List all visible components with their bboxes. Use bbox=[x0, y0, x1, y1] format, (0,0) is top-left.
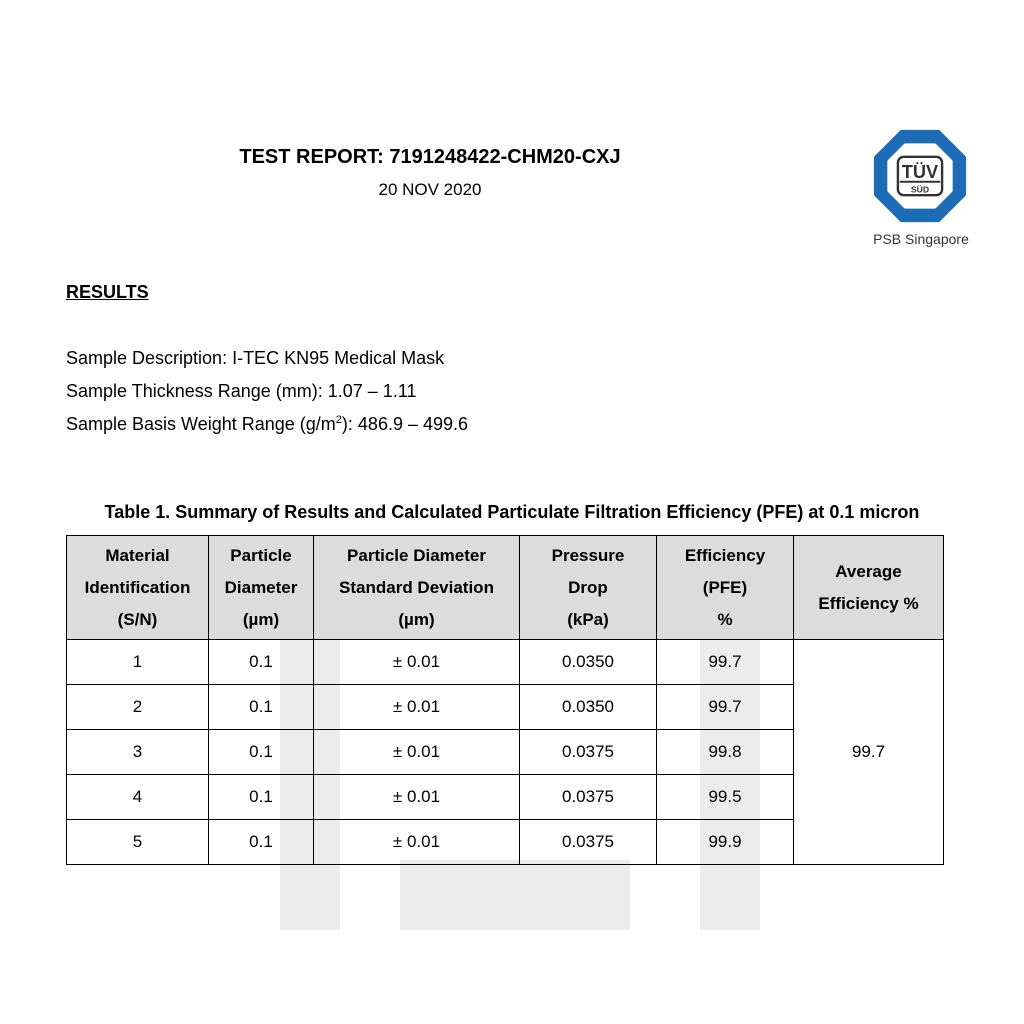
sample-weight: Sample Basis Weight Range (g/m2): 486.9 … bbox=[66, 414, 468, 435]
header-line: (S/N) bbox=[117, 609, 158, 629]
column-header: Average Efficiency % bbox=[793, 535, 944, 640]
table-cell: ± 0.01 bbox=[313, 639, 520, 685]
table-cell: ± 0.01 bbox=[313, 774, 520, 820]
sample-description: Sample Description: I-TEC KN95 Medical M… bbox=[66, 348, 445, 368]
header-line: Efficiency % bbox=[818, 593, 919, 613]
table-cell: 2 bbox=[66, 684, 209, 730]
table-cell: 0.1 bbox=[208, 729, 314, 775]
table-cell: 99.5 bbox=[656, 774, 794, 820]
header-line: Drop bbox=[568, 577, 608, 597]
header-line: Particle bbox=[230, 545, 292, 565]
header-line: (µm) bbox=[242, 609, 280, 629]
column-header: Efficiency (PFE)% bbox=[656, 535, 794, 640]
header-line: Material bbox=[105, 545, 170, 565]
table-cell: 0.1 bbox=[208, 774, 314, 820]
average-efficiency: 99.7 bbox=[793, 639, 944, 865]
table-cell: 0.0375 bbox=[519, 774, 657, 820]
table-cell: 0.1 bbox=[208, 684, 314, 730]
table-cell: ± 0.01 bbox=[313, 819, 520, 865]
table-cell: 4 bbox=[66, 774, 209, 820]
table-cell: 0.0375 bbox=[519, 729, 657, 775]
header-line: Diameter bbox=[224, 577, 298, 597]
table-cell: 99.7 bbox=[656, 684, 794, 730]
table-cell: 99.9 bbox=[656, 819, 794, 865]
results-table: Material Identification (S/N) Particle Diame… bbox=[66, 535, 944, 865]
header-line: Identification bbox=[84, 577, 191, 597]
report-date: 20 NOV 2020 bbox=[378, 180, 482, 199]
table-cell: 0.0350 bbox=[519, 639, 657, 685]
weight-sup: 2 bbox=[335, 414, 342, 426]
header-line: (PFE) bbox=[702, 577, 748, 597]
report-title: TEST REPORT: 7191248422-CHM20-CXJ bbox=[239, 146, 621, 168]
svg-text:TÜV: TÜV bbox=[902, 161, 939, 182]
table-cell: 0.1 bbox=[208, 639, 314, 685]
table-cell: 3 bbox=[66, 729, 209, 775]
table-row: 2 0.1 ± 0.01 0.0350 99.7 bbox=[66, 684, 944, 730]
header-line: Standard Deviation bbox=[339, 577, 494, 597]
table-caption: Table 1. Summary of Results and Calculat… bbox=[104, 502, 920, 522]
table-cell: 99.7 bbox=[656, 639, 794, 685]
table-cell: 0.1 bbox=[208, 819, 314, 865]
column-header: Particle Diameter Standard Deviation (µm) bbox=[313, 535, 520, 640]
table-header-row: Material Identification (S/N) Particle Diame… bbox=[66, 535, 944, 640]
table-cell: ± 0.01 bbox=[313, 729, 520, 775]
table-cell: ± 0.01 bbox=[313, 684, 520, 730]
header-line: Average bbox=[835, 561, 902, 581]
header-line: Efficiency bbox=[684, 545, 766, 565]
table-row: 4 0.1 ± 0.01 0.0375 99.5 bbox=[66, 774, 944, 820]
header-line: (µm) bbox=[398, 609, 435, 629]
header-line: Particle Diameter bbox=[347, 545, 486, 565]
header-line: Pressure bbox=[551, 545, 625, 565]
table-cell: 99.8 bbox=[656, 729, 794, 775]
table-cell: 5 bbox=[66, 819, 209, 865]
table-cell: 1 bbox=[66, 639, 209, 685]
weight-value: ): 486.9 – 499.6 bbox=[341, 414, 469, 434]
section-heading: RESULTS bbox=[66, 282, 149, 302]
table-cell: 0.0375 bbox=[519, 819, 657, 865]
weight-label: Sample Basis Weight Range (g/m bbox=[66, 414, 336, 434]
header-line: (kPa) bbox=[567, 609, 609, 629]
tuv-sud-logo: TÜV SÜD bbox=[873, 129, 967, 223]
column-header: Pressure Drop (kPa) bbox=[519, 535, 657, 640]
column-header: Particle Diameter (µm) bbox=[208, 535, 314, 640]
watermark bbox=[400, 860, 630, 930]
table-cell: 0.0350 bbox=[519, 684, 657, 730]
sample-thickness: Sample Thickness Range (mm): 1.07 – 1.11 bbox=[66, 381, 417, 401]
header-line: % bbox=[717, 609, 733, 629]
table-row: 1 0.1 ± 0.01 0.0350 99.7 99.7 bbox=[66, 639, 944, 865]
table-row: 5 0.1 ± 0.01 0.0375 99.9 bbox=[66, 819, 944, 865]
table-row: 3 0.1 ± 0.01 0.0375 99.8 bbox=[66, 729, 944, 775]
column-header: Material Identification (S/N) bbox=[66, 535, 209, 640]
svg-text:SÜD: SÜD bbox=[911, 184, 929, 194]
logo-caption: PSB Singapore bbox=[873, 231, 969, 247]
